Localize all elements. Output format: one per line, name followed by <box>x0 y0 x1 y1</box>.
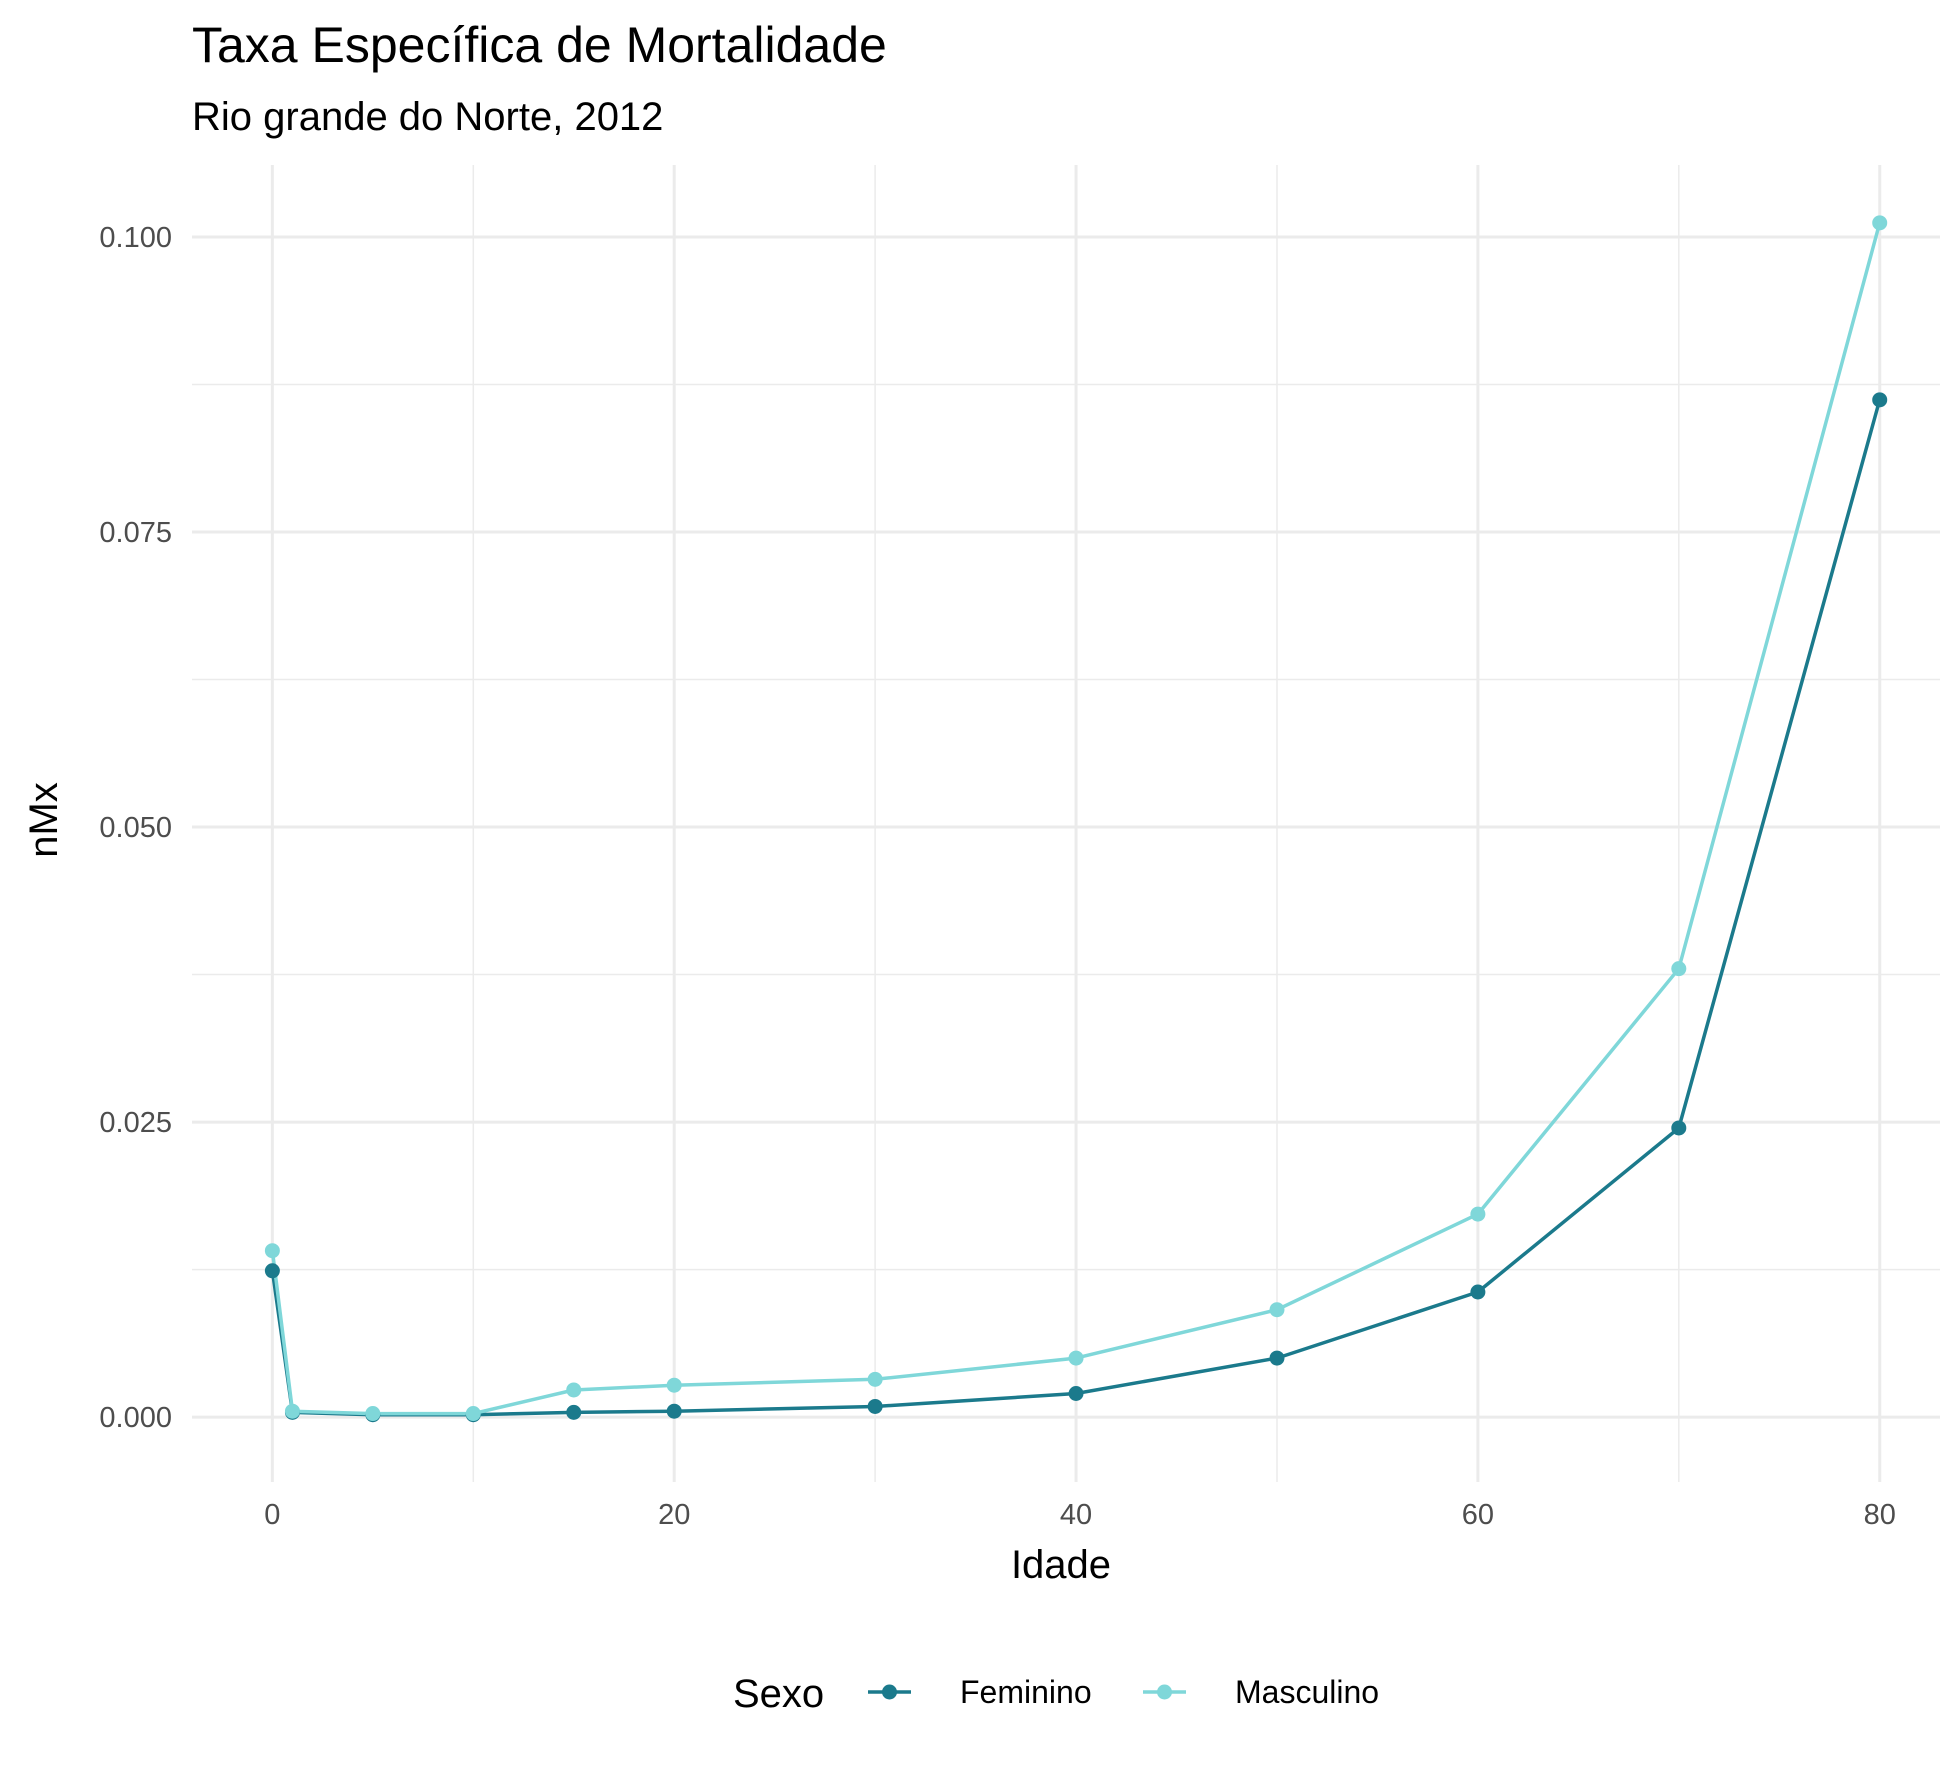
minor-gridlines <box>192 165 1940 1482</box>
series-layer <box>264 215 1888 1423</box>
x-axis-tick-labels: 0 20 40 60 80 <box>264 1499 1896 1531</box>
series-line-masculino <box>270 222 1882 1416</box>
data-point-feminino <box>264 1263 280 1279</box>
legend-title: Sexo <box>733 1672 824 1716</box>
y-tick-label: 0.025 <box>99 1107 172 1139</box>
data-point-masculino <box>1872 215 1888 231</box>
data-point-masculino <box>465 1406 481 1422</box>
legend-key-point <box>882 1684 897 1700</box>
legend-label: Feminino <box>960 1674 1092 1710</box>
y-tick-label: 0.000 <box>99 1402 172 1434</box>
data-point-masculino <box>1269 1302 1285 1318</box>
data-point-masculino <box>1470 1206 1486 1222</box>
y-tick-label: 0.100 <box>99 222 172 254</box>
data-point-masculino <box>1671 961 1687 977</box>
data-point-masculino <box>666 1377 682 1393</box>
data-point-masculino <box>566 1382 582 1398</box>
x-tick-label: 60 <box>1462 1499 1494 1531</box>
y-axis-tick-labels: 0.000 0.025 0.050 0.075 0.100 <box>99 222 172 1434</box>
y-tick-label: 0.075 <box>99 517 172 549</box>
y-axis-title: nMx <box>22 782 66 858</box>
data-point-masculino <box>867 1371 883 1387</box>
x-tick-label: 80 <box>1864 1499 1896 1531</box>
legend: Sexo Feminino Masculino <box>733 1672 1379 1716</box>
legend-item-feminino: Feminino <box>868 1674 1092 1710</box>
data-point-feminino <box>867 1398 883 1414</box>
data-point-feminino <box>666 1403 682 1419</box>
x-tick-label: 40 <box>1060 1499 1092 1531</box>
y-tick-label: 0.050 <box>99 812 172 844</box>
chart-title: Taxa Específica de Mortalidade <box>192 17 887 73</box>
data-point-feminino <box>1671 1120 1687 1136</box>
data-point-masculino <box>1068 1350 1084 1366</box>
legend-item-masculino: Masculino <box>1143 1674 1379 1710</box>
data-point-feminino <box>566 1404 582 1420</box>
data-point-masculino <box>365 1406 381 1422</box>
data-point-feminino <box>1872 392 1888 408</box>
data-point-masculino <box>284 1403 300 1419</box>
data-point-feminino <box>1470 1284 1486 1300</box>
x-tick-label: 0 <box>264 1499 280 1531</box>
data-point-feminino <box>1068 1385 1084 1401</box>
x-axis-title: Idade <box>1011 1543 1111 1587</box>
data-point-feminino <box>1269 1350 1285 1366</box>
legend-label: Masculino <box>1235 1674 1379 1710</box>
legend-key-point <box>1157 1684 1172 1700</box>
major-gridlines <box>192 165 1940 1482</box>
legend-items: Feminino Masculino <box>868 1674 1379 1710</box>
x-tick-label: 20 <box>658 1499 690 1531</box>
chart-subtitle: Rio grande do Norte, 2012 <box>192 95 663 139</box>
data-point-masculino <box>264 1243 280 1259</box>
